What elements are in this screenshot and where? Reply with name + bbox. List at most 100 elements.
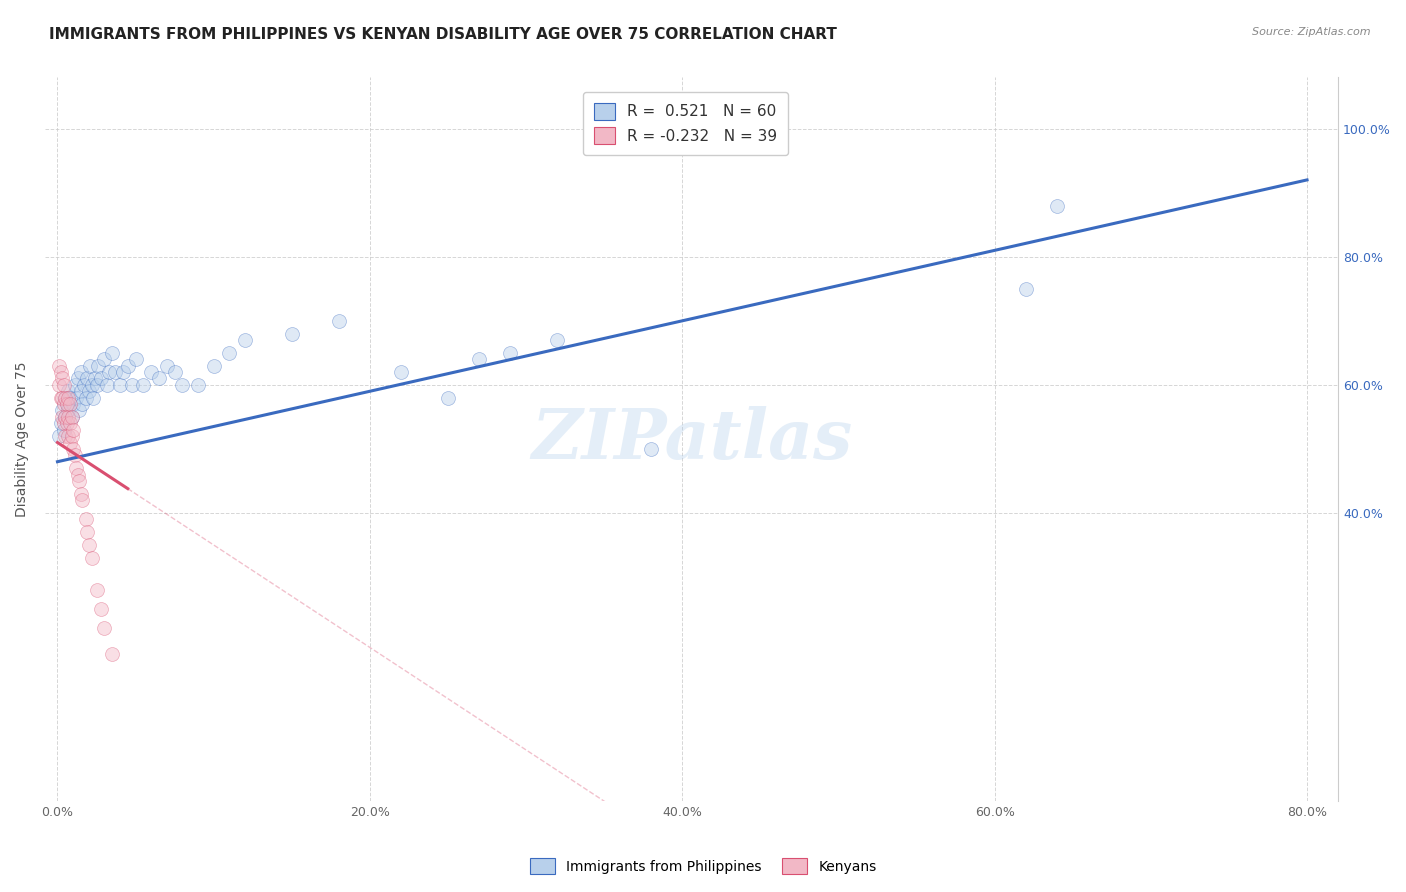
Point — [77, 538, 100, 552]
Point — [640, 442, 662, 456]
Point — [56, 397, 79, 411]
Y-axis label: Disability Age Over 75: Disability Age Over 75 — [15, 361, 30, 517]
Point — [112, 365, 135, 379]
Point — [187, 377, 209, 392]
Point — [202, 359, 225, 373]
Point — [66, 467, 89, 482]
Point — [53, 391, 76, 405]
Point — [1015, 282, 1038, 296]
Point — [90, 371, 112, 385]
Text: IMMIGRANTS FROM PHILIPPINES VS KENYAN DISABILITY AGE OVER 75 CORRELATION CHART: IMMIGRANTS FROM PHILIPPINES VS KENYAN DI… — [49, 27, 837, 42]
Point — [328, 314, 350, 328]
Point — [82, 391, 104, 405]
Point — [52, 377, 75, 392]
Point — [80, 377, 103, 392]
Point — [51, 403, 73, 417]
Point — [59, 391, 82, 405]
Point — [101, 346, 124, 360]
Point — [156, 359, 179, 373]
Point — [233, 333, 256, 347]
Point — [163, 365, 186, 379]
Text: Source: ZipAtlas.com: Source: ZipAtlas.com — [1253, 27, 1371, 37]
Point — [51, 409, 73, 424]
Text: ZIPatlas: ZIPatlas — [531, 406, 852, 473]
Point — [72, 397, 94, 411]
Point — [148, 371, 170, 385]
Point — [70, 365, 93, 379]
Point — [108, 377, 131, 392]
Point — [52, 397, 75, 411]
Point — [52, 417, 75, 431]
Point — [1046, 198, 1069, 212]
Point — [56, 417, 79, 431]
Point — [73, 377, 96, 392]
Point — [58, 429, 80, 443]
Point — [58, 384, 80, 399]
Point — [53, 429, 76, 443]
Point — [72, 493, 94, 508]
Point — [389, 365, 412, 379]
Point — [65, 461, 87, 475]
Point — [87, 359, 110, 373]
Point — [59, 417, 82, 431]
Point — [77, 384, 100, 399]
Point — [60, 409, 83, 424]
Point — [117, 359, 139, 373]
Point — [66, 371, 89, 385]
Point — [499, 346, 522, 360]
Point — [101, 647, 124, 661]
Point — [76, 525, 98, 540]
Point — [172, 377, 194, 392]
Point — [104, 365, 127, 379]
Point — [58, 403, 80, 417]
Point — [65, 391, 87, 405]
Point — [75, 391, 97, 405]
Point — [60, 409, 83, 424]
Point — [84, 371, 107, 385]
Point — [79, 359, 101, 373]
Point — [132, 377, 155, 392]
Point — [437, 391, 460, 405]
Point — [80, 550, 103, 565]
Point — [58, 391, 80, 405]
Point — [121, 377, 143, 392]
Point — [48, 359, 70, 373]
Legend: Immigrants from Philippines, Kenyans: Immigrants from Philippines, Kenyans — [523, 852, 883, 880]
Point — [86, 582, 108, 597]
Point — [468, 352, 491, 367]
Point — [70, 384, 93, 399]
Point — [49, 417, 72, 431]
Point — [62, 397, 84, 411]
Point — [52, 423, 75, 437]
Point — [58, 409, 80, 424]
Point — [59, 435, 82, 450]
Point — [53, 391, 76, 405]
Point — [141, 365, 163, 379]
Point — [90, 602, 112, 616]
Point — [48, 429, 70, 443]
Point — [67, 474, 90, 488]
Legend: R =  0.521   N = 60, R = -0.232   N = 39: R = 0.521 N = 60, R = -0.232 N = 39 — [583, 92, 787, 154]
Point — [76, 371, 98, 385]
Point — [62, 442, 84, 456]
Point — [86, 377, 108, 392]
Point — [56, 397, 79, 411]
Point — [53, 409, 76, 424]
Point — [53, 409, 76, 424]
Point — [98, 365, 121, 379]
Point — [51, 391, 73, 405]
Point — [96, 377, 118, 392]
Point — [93, 352, 115, 367]
Point — [59, 397, 82, 411]
Point — [48, 377, 70, 392]
Point — [218, 346, 240, 360]
Point — [93, 621, 115, 635]
Point — [60, 429, 83, 443]
Point — [281, 326, 304, 341]
Point — [63, 377, 86, 392]
Point — [49, 365, 72, 379]
Point — [75, 512, 97, 526]
Point — [63, 448, 86, 462]
Point — [49, 391, 72, 405]
Point — [62, 423, 84, 437]
